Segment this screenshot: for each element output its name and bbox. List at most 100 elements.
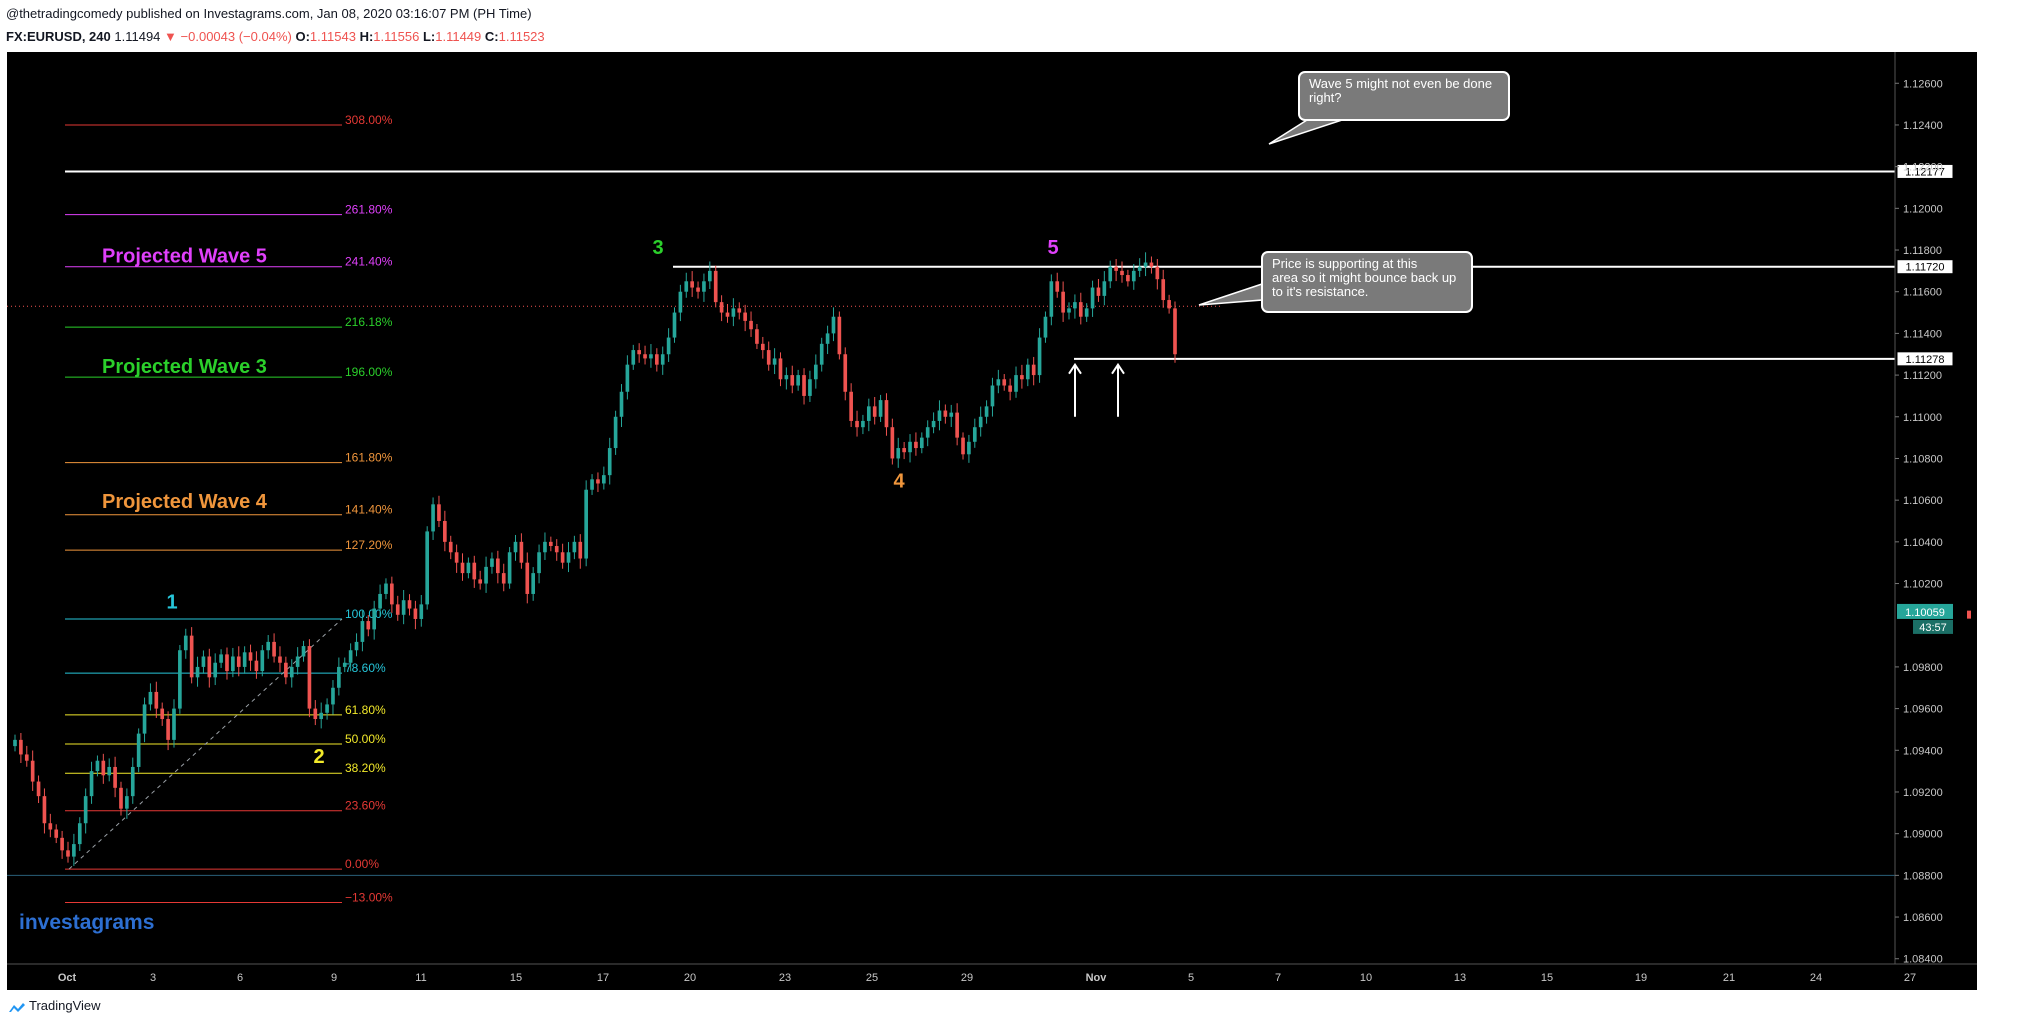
candle-body-48 (295, 656, 300, 667)
up-arrow-head-1 (1111, 362, 1125, 375)
candle-body-91 (549, 541, 553, 547)
candle-body-190 (1131, 270, 1136, 282)
fib-label-15: −13.00% (345, 890, 393, 904)
wave-label-4: 5 (1047, 237, 1058, 259)
candle-body-164 (978, 416, 983, 428)
y-tick-label-9: 1.10800 (1903, 453, 1943, 465)
candle-body-19 (125, 796, 129, 809)
candle-body-128 (766, 350, 771, 365)
price-label-0: 1.12177 (1905, 166, 1945, 178)
candle-body-45 (278, 656, 282, 663)
callout-text-0: Wave 5 might not even be done right? (1309, 76, 1492, 105)
candle-body-22 (142, 704, 147, 734)
candle-body-149 (890, 427, 895, 459)
candle-body-88 (531, 573, 535, 594)
candle-body-24 (154, 691, 159, 709)
chart-canvas[interactable]: 308.00%261.80%241.40%216.18%196.00%161.8… (7, 52, 1977, 990)
candle-body-81 (490, 558, 494, 567)
candle-body-40 (248, 652, 253, 661)
projection-label-0: Projected Wave 5 (102, 245, 267, 267)
candle-body-46 (284, 662, 288, 678)
wave-label-1: 2 (313, 746, 324, 768)
candle-body-111 (666, 337, 671, 355)
projection-label-2: Projected Wave 4 (102, 491, 268, 513)
candle-body-73 (443, 521, 447, 542)
candle-body-131 (784, 375, 789, 380)
candle-body-latest (1967, 610, 1971, 619)
y-tick-label-1: 1.12400 (1903, 120, 1943, 132)
candle-body-10 (72, 844, 76, 857)
candle-body-7 (54, 829, 59, 838)
symbol-legend[interactable]: FX:EURUSD, 240 1.11494 ▼ −0.00043 (−0.04… (6, 29, 545, 44)
candle-body-1 (19, 739, 23, 755)
last-price: 1.11494 (114, 29, 161, 44)
candle-body-92 (554, 546, 559, 553)
close-value: 1.11523 (498, 29, 545, 44)
x-tick-label-16: 15 (1541, 972, 1553, 984)
last-price-box (1897, 603, 1953, 619)
candle-body-165 (984, 406, 989, 417)
symbol-name: FX:EURUSD, 240 (6, 29, 111, 44)
candle-body-183 (1090, 287, 1095, 309)
y-tick-label-13: 1.09800 (1903, 662, 1943, 674)
candle-body-157 (937, 410, 942, 421)
candle-body-80 (484, 566, 488, 584)
high-value: 1.11556 (373, 29, 420, 44)
x-tick-label-1: 3 (150, 972, 156, 984)
candle-body-72 (437, 504, 441, 521)
candle-body-52 (319, 712, 324, 720)
candle-body-135 (808, 379, 812, 396)
candle-body-129 (772, 358, 777, 365)
candle-body-87 (525, 562, 530, 594)
candle-body-82 (496, 558, 500, 574)
candle-body-17 (113, 766, 117, 788)
candle-body-163 (972, 427, 977, 442)
candle-body-77 (466, 562, 471, 574)
candle-body-180 (1073, 302, 1077, 309)
candle-body-106 (637, 350, 641, 355)
y-tick-label-0: 1.12600 (1903, 78, 1943, 90)
tradingview-footer[interactable]: TradingView (7, 998, 101, 1013)
candle-body-177 (1055, 281, 1060, 292)
low-value: 1.11449 (435, 29, 482, 44)
x-tick-label-15: 13 (1454, 972, 1466, 984)
candle-body-121 (725, 312, 730, 317)
candle-body-103 (619, 391, 624, 417)
candle-body-134 (802, 375, 806, 396)
candle-body-32 (201, 656, 206, 667)
candle-body-84 (507, 552, 512, 584)
high-label: H: (359, 29, 374, 44)
candle-body-116 (696, 287, 700, 292)
low-label: L: (422, 29, 436, 44)
y-tick-label-16: 1.09200 (1903, 787, 1943, 799)
candle-body-33 (207, 656, 212, 678)
callout-text-line: Price is supporting at this (1272, 256, 1418, 271)
candle-body-179 (1067, 308, 1071, 313)
y-tick-label-20: 1.08400 (1903, 954, 1943, 966)
candle-body-58 (354, 641, 359, 651)
projection-label-1: Projected Wave 3 (102, 356, 267, 378)
tradingview-cloud-icon (9, 1002, 25, 1012)
candle-body-71 (431, 504, 435, 532)
candle-body-38 (236, 656, 241, 667)
candle-body-107 (643, 354, 647, 359)
candle-body-117 (702, 281, 706, 292)
candle-body-130 (778, 358, 783, 380)
chart-pane[interactable]: 308.00% 261.80% 241.40% 216.18% 196.00% 161.8… (7, 52, 1977, 990)
candle-body-178 (1061, 291, 1065, 313)
candle-body-69 (419, 604, 424, 619)
candle-body-50 (307, 646, 312, 709)
x-tick-label-19: 24 (1810, 972, 1822, 984)
candle-body-66 (401, 600, 406, 615)
candle-body-187 (1114, 266, 1118, 271)
fib-label-8: 100.00% (345, 607, 393, 621)
candle-body-192 (1143, 262, 1148, 267)
candle-body-41 (254, 660, 259, 672)
candle-body-110 (660, 354, 665, 365)
candle-body-185 (1102, 281, 1107, 296)
y-tick-label-7: 1.11200 (1903, 370, 1942, 382)
candle-body-4 (36, 781, 41, 797)
fib-label-14: 0.00% (345, 857, 379, 871)
candle-body-155 (925, 427, 930, 438)
candle-body-3 (30, 760, 35, 782)
